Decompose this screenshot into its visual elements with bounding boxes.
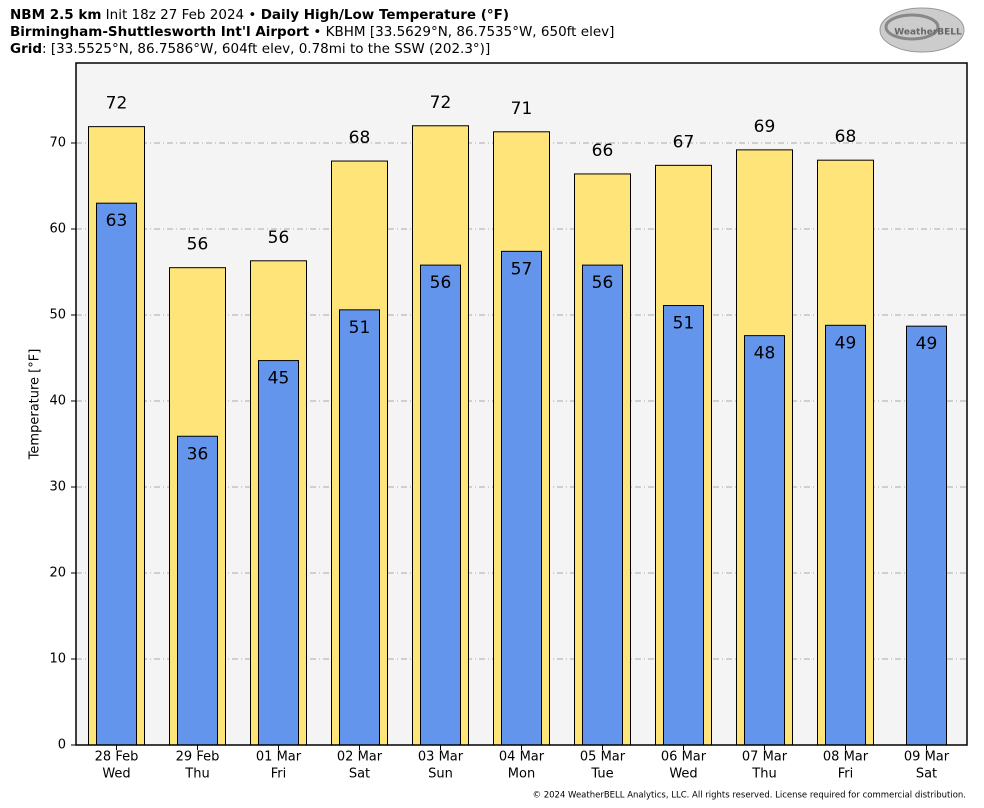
x-tick-label: 28 Feb — [95, 750, 139, 765]
header-segment: : [33.5525°N, 86.7586°W, 604ft elev, 0.7… — [42, 41, 490, 57]
x-tick-label: Fri — [838, 767, 854, 782]
header-line: Birmingham-Shuttlesworth Int'l Airport •… — [10, 24, 614, 40]
x-tick-label: Sat — [349, 767, 370, 782]
x-tick-label: 08 Mar — [823, 750, 869, 765]
value-label: 56 — [430, 273, 452, 293]
value-label: 49 — [916, 334, 938, 354]
header-segment: Birmingham-Shuttlesworth Int'l Airport — [10, 24, 310, 40]
bar — [258, 360, 299, 746]
logo: WeatherBELL — [879, 7, 965, 53]
x-tick-label: Thu — [751, 767, 776, 782]
bar — [825, 324, 866, 746]
value-label: 71 — [511, 99, 533, 119]
y-tick-label: 40 — [49, 393, 66, 408]
value-label: 45 — [268, 369, 290, 389]
value-label: 72 — [106, 94, 128, 114]
y-axis-label: Temperature [°F] — [28, 349, 43, 461]
y-tick-label: 10 — [49, 651, 66, 666]
bar — [420, 264, 461, 746]
header-segment: • KBHM [33.5629°N, 86.7535°W, 650ft elev… — [309, 24, 614, 40]
header-segment: Daily High/Low Temperature (°F) — [261, 7, 509, 23]
bar — [744, 335, 785, 746]
value-label: 57 — [511, 259, 533, 279]
header-line: NBM 2.5 km Init 18z 27 Feb 2024 • Daily … — [10, 7, 509, 23]
x-tick-label: Thu — [184, 767, 209, 782]
x-tick-label: 29 Feb — [176, 750, 220, 765]
header-line: Grid: [33.5525°N, 86.7586°W, 604ft elev,… — [10, 41, 490, 57]
value-label: 67 — [673, 132, 695, 152]
header-segment: NBM 2.5 km — [10, 7, 101, 23]
value-label: 72 — [430, 93, 452, 113]
bar — [177, 435, 218, 746]
x-tick-label: Wed — [669, 767, 697, 782]
bar — [339, 309, 380, 746]
y-tick-label: 70 — [49, 135, 66, 150]
value-label: 68 — [349, 128, 371, 148]
value-label: 56 — [592, 273, 614, 293]
x-tick-label: 06 Mar — [661, 750, 707, 765]
y-tick-label: 50 — [49, 307, 66, 322]
x-tick-label: 05 Mar — [580, 750, 626, 765]
plot-frame — [75, 62, 968, 746]
x-tick-label: Sat — [916, 767, 937, 782]
value-label: 69 — [754, 117, 776, 137]
x-tick-label: Fri — [271, 767, 287, 782]
value-label: 51 — [673, 314, 695, 334]
header-segment: Init 18z 27 Feb 2024 • — [101, 7, 260, 23]
bar — [96, 202, 137, 746]
value-label: 66 — [592, 141, 614, 161]
x-tick-label: 09 Mar — [904, 750, 950, 765]
bar — [906, 325, 947, 746]
value-label: 48 — [754, 344, 776, 364]
y-tick-label: 20 — [49, 565, 66, 580]
x-tick-label: Sun — [428, 767, 453, 782]
x-tick-label: Wed — [102, 767, 130, 782]
y-tick-label: 0 — [58, 738, 66, 753]
value-label: 56 — [268, 228, 290, 248]
header-segment: Grid — [10, 41, 42, 57]
y-tick-label: 30 — [49, 479, 66, 494]
x-tick-label: 04 Mar — [499, 750, 545, 765]
y-tick-label: 60 — [49, 221, 66, 236]
logo-text: WeatherBELL — [894, 28, 962, 38]
x-tick-label: 02 Mar — [337, 750, 383, 765]
x-tick-label: 01 Mar — [256, 750, 302, 765]
x-tick-label: Mon — [508, 767, 535, 782]
value-label: 63 — [106, 211, 128, 231]
x-tick-label: Tue — [590, 767, 613, 782]
value-label: 36 — [187, 444, 209, 464]
value-label: 56 — [187, 235, 209, 255]
value-label: 49 — [835, 333, 857, 353]
x-tick-label: 03 Mar — [418, 750, 464, 765]
bar — [663, 305, 704, 746]
bar — [582, 264, 623, 746]
value-label: 68 — [835, 127, 857, 147]
x-tick-label: 07 Mar — [742, 750, 788, 765]
bar — [501, 250, 542, 746]
footer: © 2024 WeatherBELL Analytics, LLC. All r… — [533, 791, 966, 801]
value-label: 51 — [349, 318, 371, 338]
